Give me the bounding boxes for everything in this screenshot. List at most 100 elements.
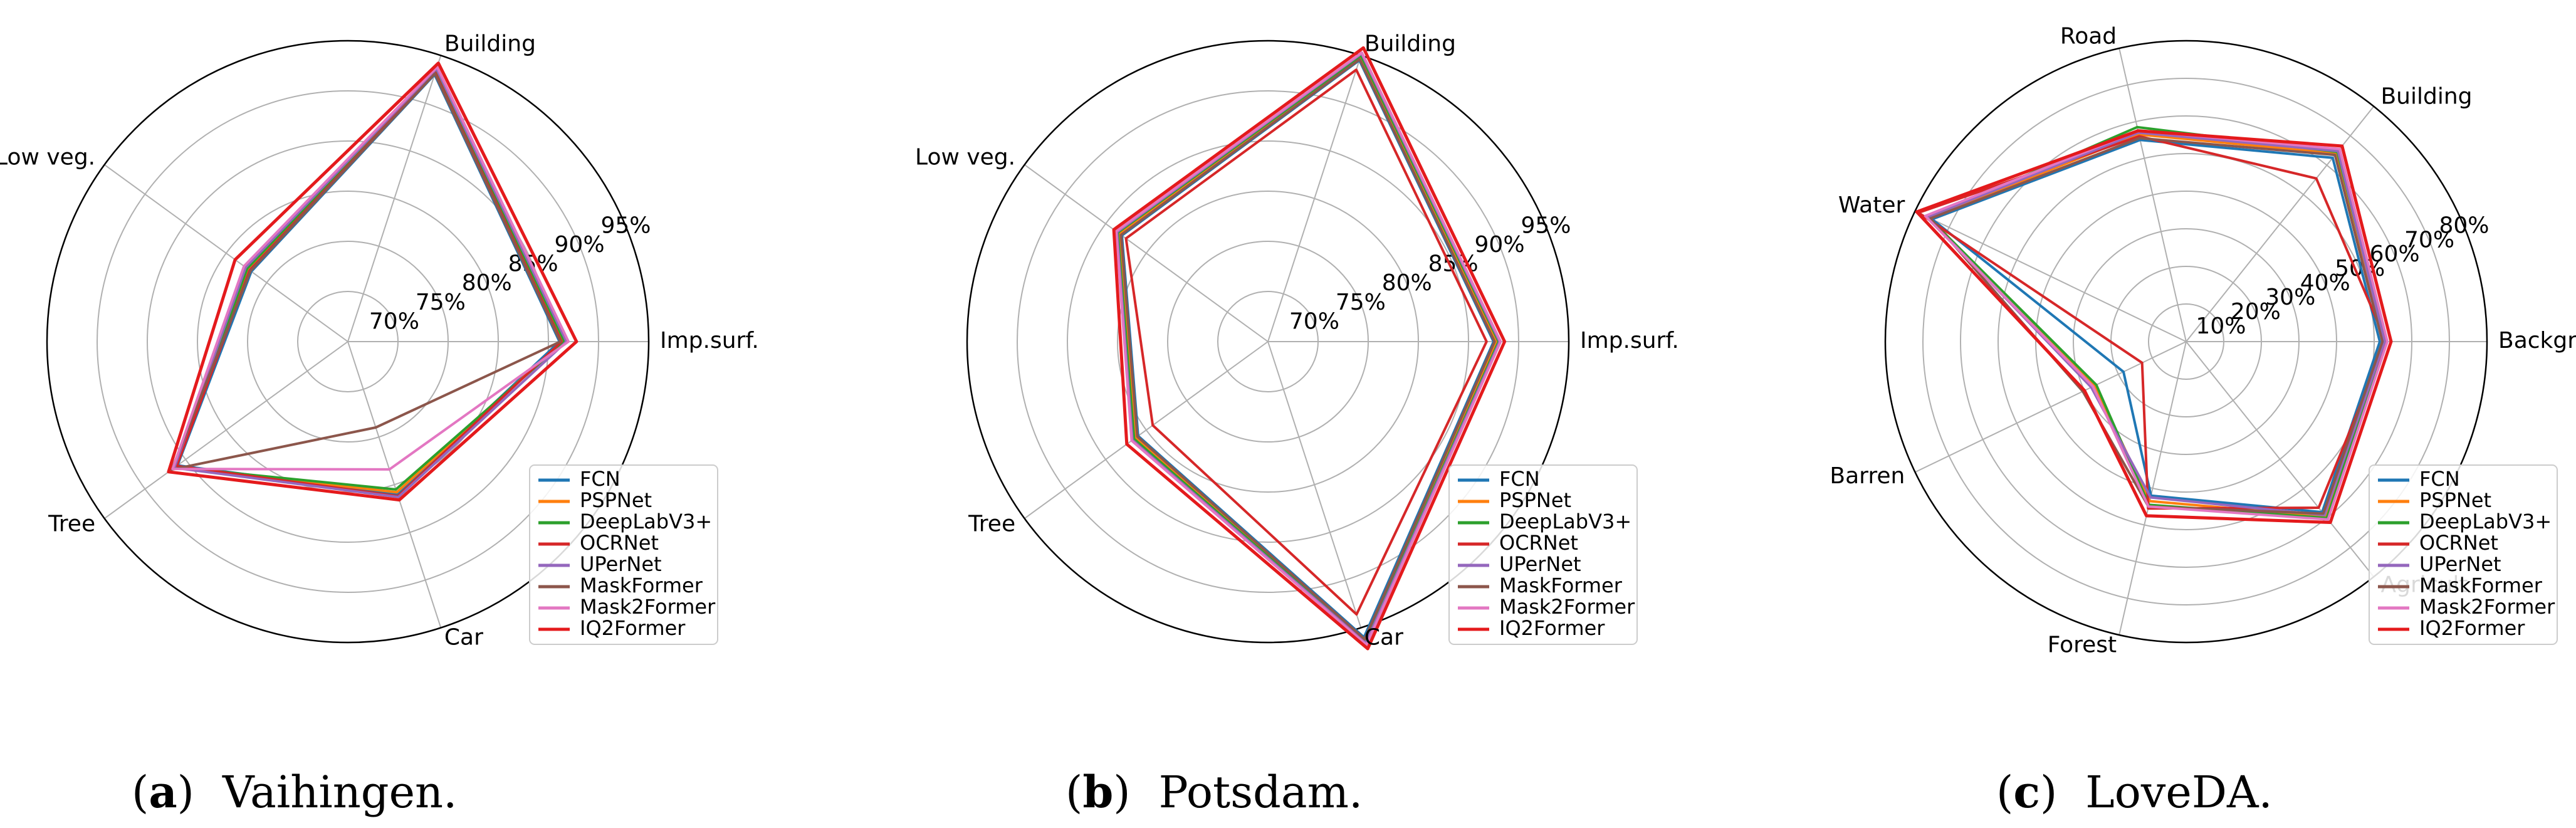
category-label-imp-surf: Imp.surf. xyxy=(660,328,759,354)
category-label-road: Road xyxy=(2060,23,2117,49)
radial-tick-label: 90% xyxy=(1475,232,1525,258)
legend-label-deeplabv3: DeepLabV3+ xyxy=(1499,510,1631,533)
legend-label-fcn: FCN xyxy=(580,467,620,491)
series-line-upernet xyxy=(1926,131,2386,516)
legend-label-fcn: FCN xyxy=(1499,467,1540,491)
caption-letter: b xyxy=(1082,766,1113,818)
legend-label-ocrnet: OCRNet xyxy=(580,531,659,555)
legend-label-pspnet: PSPNet xyxy=(1499,488,1571,512)
grid-spoke xyxy=(2118,341,2187,636)
legend-box xyxy=(1448,464,1638,645)
series-line-mask2former xyxy=(1114,51,1502,646)
radial-tick-label: 20% xyxy=(2231,299,2281,325)
radial-tick-label: 90% xyxy=(555,232,605,258)
radial-tick-label: 80% xyxy=(2439,212,2489,238)
caption-loveda: (c) LoveDA. xyxy=(1996,766,2273,818)
category-label-background: Background xyxy=(2498,328,2576,354)
legend-label-ocrnet: OCRNet xyxy=(1499,531,1578,555)
category-label-imp-surf: Imp.surf. xyxy=(1580,328,1679,354)
category-label-tree: Tree xyxy=(48,511,95,537)
category-label-car: Car xyxy=(1364,625,1403,651)
legend-label-upernet: UPerNet xyxy=(2419,552,2501,576)
category-label-low-veg: Low veg. xyxy=(915,144,1015,170)
caption-letter: c xyxy=(2013,766,2040,818)
caption-potsdam: (b) Potsdam. xyxy=(1065,766,1363,818)
category-label-building: Building xyxy=(444,31,536,56)
series-line-ocrnet xyxy=(1917,135,2388,510)
polar-frame xyxy=(46,39,650,644)
grid-spoke xyxy=(1915,210,2187,342)
legend-label-deeplabv3: DeepLabV3+ xyxy=(580,510,712,533)
category-label-low-veg: Low veg. xyxy=(0,144,95,170)
series-line-iq2former xyxy=(167,61,579,502)
legend-label-ocrnet: OCRNet xyxy=(2419,531,2498,555)
series-line-upernet xyxy=(1116,52,1501,644)
series-line-fcn xyxy=(1930,139,2381,514)
legend-label-upernet: UPerNet xyxy=(1499,552,1581,576)
radial-tick-label: 95% xyxy=(1521,212,1571,238)
grid-spoke xyxy=(1267,341,1362,628)
series-line-deeplabv3 xyxy=(1116,54,1500,644)
series-line-iq2former xyxy=(1915,129,2393,524)
radial-tick-label: 40% xyxy=(2300,270,2350,296)
category-label-forest: Forest xyxy=(2048,632,2117,658)
legend-label-maskformer: MaskFormer xyxy=(2419,574,2543,597)
polar-frame xyxy=(1884,39,2488,644)
legend: FCNPSPNetDeepLabV3+OCRNetUPerNetMaskForm… xyxy=(529,464,718,645)
series-line-mask2former xyxy=(1924,129,2389,521)
radial-tick-label: 95% xyxy=(600,212,651,238)
radial-tick-label: 75% xyxy=(1336,290,1386,315)
radial-tick-label: 75% xyxy=(416,290,466,315)
series-line-maskformer xyxy=(1929,137,2384,515)
legend-label-mask2former: Mask2Former xyxy=(580,595,716,619)
legend-label-iq2former: IQ2Former xyxy=(1499,616,1605,640)
grid-spoke xyxy=(1024,341,1269,519)
radial-tick-label: 30% xyxy=(2265,285,2315,310)
legend-label-maskformer: MaskFormer xyxy=(1499,574,1623,597)
legend-label-upernet: UPerNet xyxy=(580,552,662,576)
legend-label-pspnet: PSPNet xyxy=(580,488,652,512)
legend-label-deeplabv3: DeepLabV3+ xyxy=(2419,510,2552,533)
grid-spoke xyxy=(347,55,442,342)
radial-tick-label: 70% xyxy=(369,308,419,334)
category-label-car: Car xyxy=(444,625,483,651)
category-label-tree: Tree xyxy=(968,511,1015,537)
legend-label-mask2former: Mask2Former xyxy=(1499,595,1635,619)
legend-label-mask2former: Mask2Former xyxy=(2419,595,2555,619)
radial-tick-label: 80% xyxy=(1382,270,1432,296)
radial-tick-label: 60% xyxy=(2370,241,2420,267)
grid-spoke xyxy=(2186,341,2375,577)
series-line-iq2former xyxy=(1112,46,1507,651)
category-label-barren: Barren xyxy=(1830,463,1905,489)
radial-tick-label: 70% xyxy=(2404,227,2454,253)
series-line-maskformer xyxy=(170,72,562,471)
grid-spoke xyxy=(2118,48,2187,342)
caption-title: Vaihingen. xyxy=(222,767,457,818)
legend-label-pspnet: PSPNet xyxy=(2419,488,2491,512)
series-line-mask2former xyxy=(171,65,570,471)
legend-label-iq2former: IQ2Former xyxy=(580,616,686,640)
grid-spoke xyxy=(104,341,348,519)
grid-spoke xyxy=(1267,55,1362,342)
radar-chart-loveda: 10%20%30%40%50%60%70%80%BackgroundBuildi… xyxy=(1830,23,2576,658)
caption-title: Potsdam. xyxy=(1159,767,1363,818)
series-line-upernet xyxy=(173,67,568,498)
category-label-building: Building xyxy=(1364,31,1456,56)
legend: FCNPSPNetDeepLabV3+OCRNetUPerNetMaskForm… xyxy=(2369,464,2558,645)
legend: FCNPSPNetDeepLabV3+OCRNetUPerNetMaskForm… xyxy=(1448,464,1638,645)
radial-tick-label: 10% xyxy=(2196,313,2246,339)
radial-tick-label: 80% xyxy=(462,270,512,296)
grid-spoke xyxy=(104,164,348,342)
series-line-fcn xyxy=(1121,59,1495,639)
grid-spoke xyxy=(347,341,442,628)
series-line-maskformer xyxy=(1119,58,1496,641)
category-label-building: Building xyxy=(2380,84,2472,110)
grid-spoke xyxy=(1024,164,1269,342)
legend-box xyxy=(529,464,718,645)
caption-title: LoveDA. xyxy=(2085,767,2273,818)
caption-letter: a xyxy=(149,766,177,818)
series-line-ocrnet xyxy=(1124,68,1488,616)
